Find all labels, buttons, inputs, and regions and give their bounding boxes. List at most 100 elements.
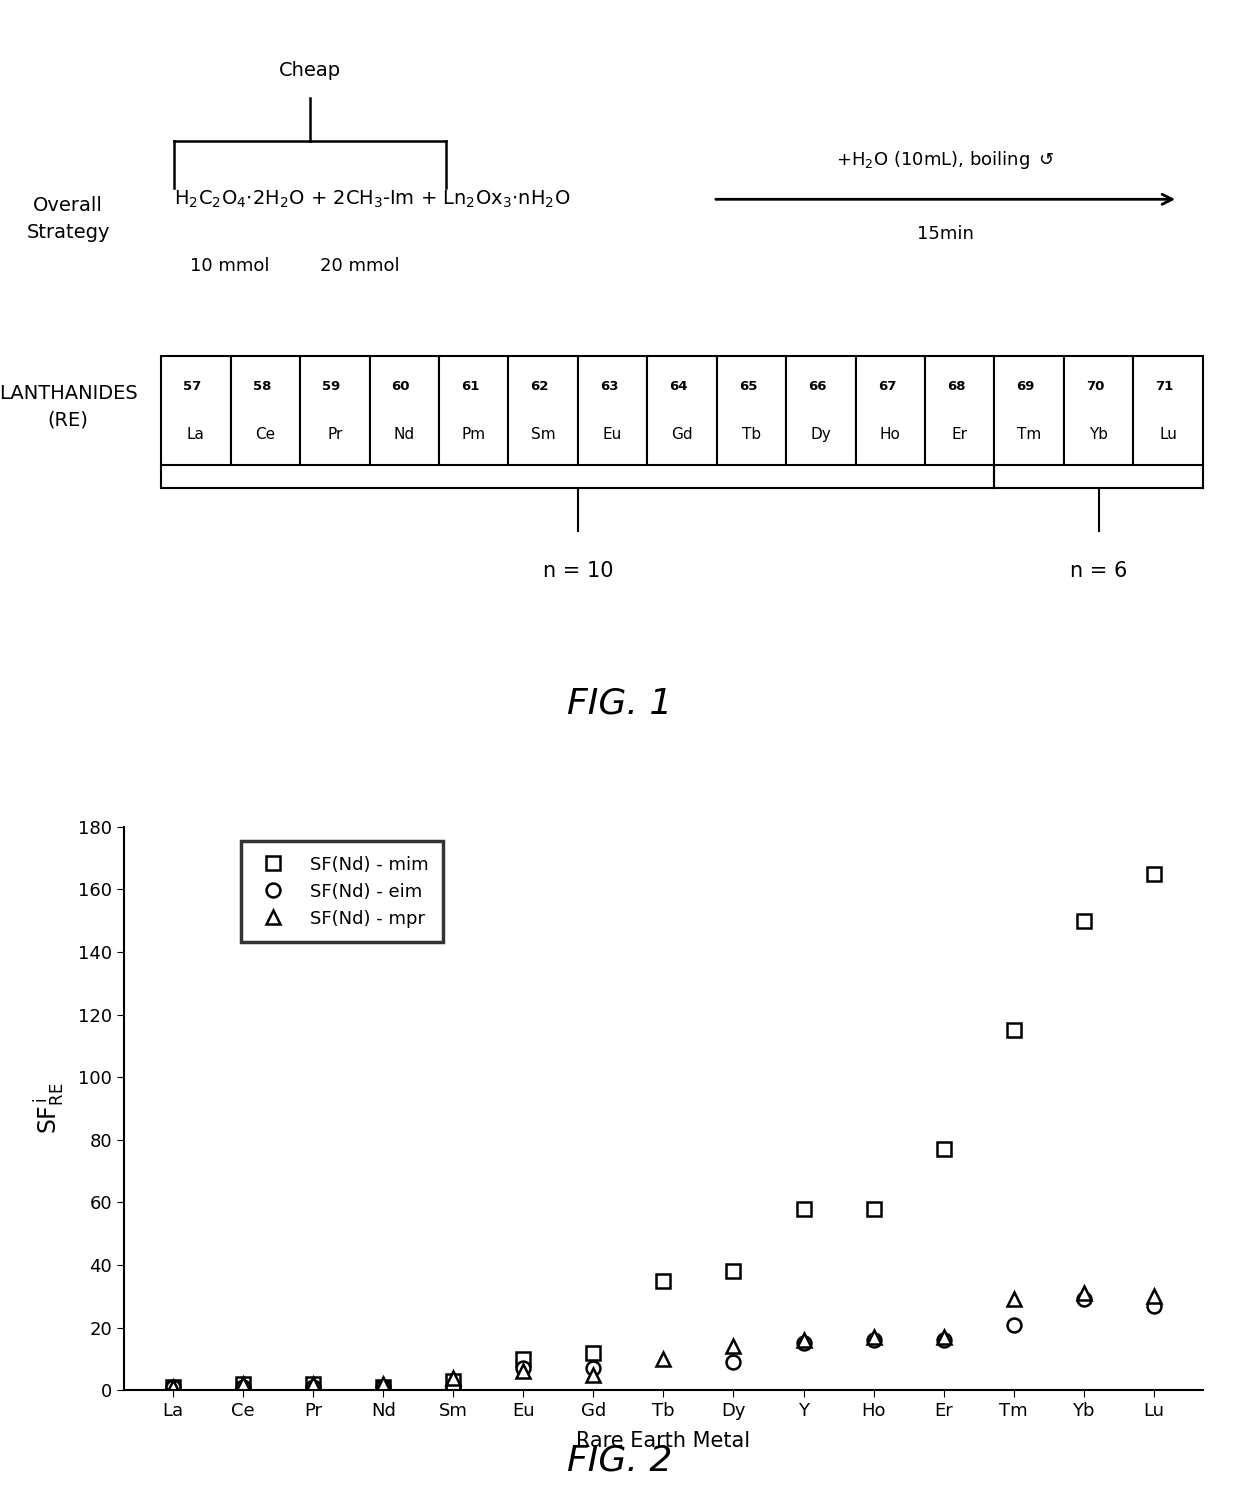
SF(Nd) - mpr xyxy=(1076,1284,1091,1302)
SF(Nd) - mpr xyxy=(306,1375,321,1393)
SF(Nd) - mpr xyxy=(1146,1287,1161,1305)
Text: 66: 66 xyxy=(808,380,827,392)
Text: 63: 63 xyxy=(600,380,619,392)
SF(Nd) - mim xyxy=(1146,864,1161,882)
Line: SF(Nd) - mim: SF(Nd) - mim xyxy=(166,867,1161,1395)
Text: 59: 59 xyxy=(322,380,341,392)
Text: Overall
Strategy: Overall Strategy xyxy=(26,195,110,242)
SF(Nd) - mim xyxy=(166,1378,181,1396)
SF(Nd) - eim xyxy=(725,1353,740,1371)
SF(Nd) - eim xyxy=(306,1378,321,1396)
Text: FIG. 2: FIG. 2 xyxy=(568,1444,672,1477)
Text: 20 mmol: 20 mmol xyxy=(320,257,399,275)
Bar xyxy=(161,356,231,464)
SF(Nd) - mim xyxy=(725,1263,740,1281)
SF(Nd) - mpr xyxy=(376,1375,391,1393)
Text: 58: 58 xyxy=(253,380,272,392)
Text: 15min: 15min xyxy=(918,225,973,243)
Legend: SF(Nd) - mim, SF(Nd) - eim, SF(Nd) - mpr: SF(Nd) - mim, SF(Nd) - eim, SF(Nd) - mpr xyxy=(241,842,443,942)
Text: Ho: Ho xyxy=(880,427,900,442)
Text: Er: Er xyxy=(952,427,967,442)
SF(Nd) - mim xyxy=(516,1350,531,1368)
Text: 62: 62 xyxy=(531,380,549,392)
Text: 67: 67 xyxy=(878,380,897,392)
Text: n = 6: n = 6 xyxy=(1070,561,1127,580)
Text: 57: 57 xyxy=(184,380,202,392)
Text: Ce: Ce xyxy=(255,427,275,442)
Text: Gd: Gd xyxy=(671,427,693,442)
SF(Nd) - eim xyxy=(1076,1291,1091,1309)
SF(Nd) - mim xyxy=(936,1141,951,1159)
SF(Nd) - mpr xyxy=(587,1366,601,1384)
SF(Nd) - mim xyxy=(656,1272,671,1290)
SF(Nd) - eim xyxy=(446,1378,461,1396)
Text: 70: 70 xyxy=(1086,380,1105,392)
SF(Nd) - mim xyxy=(796,1199,811,1217)
Text: $\mathsf{H_2C_2O_4}$$\mathsf{\cdot}$$\mathsf{2H_2O}$ + $\mathsf{2CH_3}$-Im + $\m: $\mathsf{H_2C_2O_4}$$\mathsf{\cdot}$$\ma… xyxy=(174,189,570,210)
Text: n = 10: n = 10 xyxy=(543,561,613,580)
Line: SF(Nd) - eim: SF(Nd) - eim xyxy=(166,1293,1161,1395)
Bar xyxy=(994,356,1064,464)
Text: 69: 69 xyxy=(1017,380,1035,392)
Bar xyxy=(508,356,578,464)
Text: Cheap: Cheap xyxy=(279,60,341,80)
SF(Nd) - mim xyxy=(866,1199,880,1217)
Y-axis label: $\mathregular{SF_{RE}^{\,i}}$: $\mathregular{SF_{RE}^{\,i}}$ xyxy=(31,1082,67,1135)
Text: Eu: Eu xyxy=(603,427,622,442)
SF(Nd) - eim xyxy=(516,1359,531,1377)
Bar xyxy=(786,356,856,464)
SF(Nd) - mim xyxy=(376,1378,391,1396)
Bar xyxy=(370,356,439,464)
Text: La: La xyxy=(187,427,205,442)
Bar xyxy=(300,356,370,464)
Bar xyxy=(1133,356,1203,464)
SF(Nd) - eim xyxy=(587,1359,601,1377)
Line: SF(Nd) - mpr: SF(Nd) - mpr xyxy=(166,1287,1161,1395)
SF(Nd) - mim xyxy=(236,1375,250,1393)
SF(Nd) - eim xyxy=(376,1378,391,1396)
Bar xyxy=(647,356,717,464)
SF(Nd) - mpr xyxy=(796,1332,811,1350)
Text: Nd: Nd xyxy=(393,427,415,442)
Bar xyxy=(1064,356,1133,464)
Text: +H$_2$O (10mL), boiling $\circlearrowleft$: +H$_2$O (10mL), boiling $\circlearrowlef… xyxy=(836,149,1055,171)
X-axis label: Rare Earth Metal: Rare Earth Metal xyxy=(577,1431,750,1452)
Text: Tm: Tm xyxy=(1017,427,1042,442)
Bar xyxy=(578,356,647,464)
Bar xyxy=(231,356,300,464)
Text: 61: 61 xyxy=(461,380,480,392)
Text: Yb: Yb xyxy=(1089,427,1109,442)
Text: Sm: Sm xyxy=(531,427,556,442)
SF(Nd) - mim xyxy=(306,1375,321,1393)
Text: 10 mmol: 10 mmol xyxy=(190,257,269,275)
Text: Tb: Tb xyxy=(742,427,761,442)
SF(Nd) - eim xyxy=(936,1332,951,1350)
SF(Nd) - eim xyxy=(1146,1297,1161,1315)
SF(Nd) - eim xyxy=(866,1332,880,1350)
Text: 71: 71 xyxy=(1156,380,1174,392)
SF(Nd) - eim xyxy=(1006,1315,1021,1333)
SF(Nd) - mim xyxy=(1006,1021,1021,1039)
SF(Nd) - mpr xyxy=(656,1350,671,1368)
Text: 68: 68 xyxy=(947,380,966,392)
Bar xyxy=(717,356,786,464)
SF(Nd) - mim xyxy=(587,1344,601,1362)
SF(Nd) - mpr xyxy=(516,1362,531,1380)
SF(Nd) - eim xyxy=(166,1378,181,1396)
SF(Nd) - mim xyxy=(1076,911,1091,929)
SF(Nd) - mpr xyxy=(866,1329,880,1347)
SF(Nd) - mpr xyxy=(166,1378,181,1396)
SF(Nd) - mpr xyxy=(936,1329,951,1347)
SF(Nd) - mpr xyxy=(725,1338,740,1356)
Text: 64: 64 xyxy=(670,380,688,392)
SF(Nd) - mpr xyxy=(1006,1291,1021,1309)
Text: Dy: Dy xyxy=(811,427,831,442)
SF(Nd) - eim xyxy=(796,1335,811,1353)
Text: FIG. 1: FIG. 1 xyxy=(568,687,672,720)
Text: Pr: Pr xyxy=(327,427,342,442)
Text: Pm: Pm xyxy=(461,427,486,442)
Text: LANTHANIDES
(RE): LANTHANIDES (RE) xyxy=(0,383,138,430)
Text: 60: 60 xyxy=(392,380,410,392)
SF(Nd) - eim xyxy=(236,1378,250,1396)
Text: Lu: Lu xyxy=(1159,427,1177,442)
